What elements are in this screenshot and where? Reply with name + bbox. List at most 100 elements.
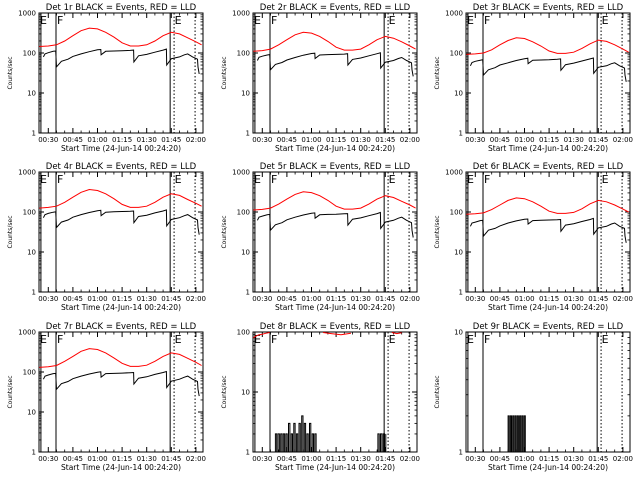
y-tick-label: 1000: [18, 329, 36, 337]
series-group: [507, 415, 526, 452]
chart-panel-3: Det 3r BLACK = Events, RED = LLD 1 10 100 10…: [434, 3, 633, 153]
x-tick-label: 01:15: [539, 455, 559, 463]
x-tick-label: 01:15: [112, 136, 132, 144]
x-tick-label: 00:45: [63, 295, 83, 303]
x-axis-label: Start Time (24-Jun-14 00:24:20): [488, 463, 608, 472]
y-tick-label: 1000: [18, 10, 36, 18]
series-group: [466, 197, 629, 243]
lld-series-line-1: [39, 188, 202, 209]
flag-start: E: [40, 14, 47, 27]
plot-frame: [465, 171, 631, 293]
x-tick-label: 01:00: [87, 136, 107, 144]
flag-start: E: [40, 173, 47, 186]
y-tick-label: 1: [32, 449, 36, 457]
x-tick-label: 00:30: [252, 295, 272, 303]
chart-panel-6: Det 6r BLACK = Events, RED = LLD 1 10 100 10…: [434, 162, 633, 312]
series-group: [466, 37, 629, 82]
flag-start: E: [254, 173, 261, 186]
x-tick-label: 00:30: [38, 295, 58, 303]
panel-title: Det 4r BLACK = Events, RED = LLD: [46, 162, 197, 172]
panel-title: Det 1r BLACK = Events, RED = LLD: [46, 3, 197, 13]
series-group: [253, 191, 416, 238]
y-axis-label: Counts/sec: [434, 215, 441, 248]
y-tick-label: 1: [32, 130, 36, 138]
x-axis-label: Start Time (24-Jun-14 00:24:20): [275, 144, 395, 153]
lld-series-line-1: [466, 197, 629, 215]
flag-end: E: [389, 333, 396, 346]
y-tick-label: 1: [246, 130, 250, 138]
x-tick-label: 01:15: [326, 136, 346, 144]
x-tick-label: 00:45: [63, 455, 83, 463]
y-tick-label: 1000: [232, 10, 250, 18]
y-tick-label: 10: [241, 90, 250, 98]
y-tick-label: 10: [454, 329, 463, 337]
x-tick-label: 01:30: [351, 455, 371, 463]
flag-start: E: [467, 14, 474, 27]
y-tick-label: 100: [237, 50, 250, 58]
flag-end: E: [175, 14, 182, 27]
y-tick-label: 1: [459, 130, 463, 138]
flag-fast: F: [271, 173, 277, 186]
y-tick-label: 10: [241, 249, 250, 257]
x-axis-label: Start Time (24-Jun-14 00:24:20): [275, 463, 395, 472]
y-tick-label: 100: [450, 50, 463, 58]
y-axis-label: Counts/sec: [7, 215, 14, 248]
x-axis-label: Start Time (24-Jun-14 00:24:20): [61, 463, 181, 472]
flag-start: E: [254, 333, 261, 346]
x-tick-label: 01:15: [326, 295, 346, 303]
y-tick-label: 1: [459, 289, 463, 297]
x-tick-label: 00:45: [277, 136, 297, 144]
y-tick-label: 1000: [18, 169, 36, 177]
x-tick-label: 01:30: [564, 295, 584, 303]
x-tick-label: 00:45: [490, 136, 510, 144]
series-group: [39, 348, 202, 397]
y-axis-label: Counts/sec: [434, 56, 441, 89]
x-tick-label: 00:30: [38, 455, 58, 463]
chart-panel-8: Det 8r BLACK = Events, RED = LLD 1 10 100 00…: [221, 322, 420, 472]
series-group: [253, 31, 416, 77]
x-tick-label: 01:00: [301, 455, 321, 463]
flag-end: E: [602, 333, 609, 346]
lld-series-line-1: [39, 27, 202, 47]
x-axis-label: Start Time (24-Jun-14 00:24:20): [488, 303, 608, 312]
x-tick-label: 01:30: [137, 455, 157, 463]
y-axis-label: Counts/sec: [7, 56, 14, 89]
y-tick-label: 100: [237, 329, 250, 337]
x-tick-label: 01:00: [301, 295, 321, 303]
lld-series-line-1: [466, 37, 629, 55]
x-tick-label: 00:30: [252, 455, 272, 463]
y-axis-label: Counts/sec: [7, 375, 14, 408]
y-axis-label: Counts/sec: [221, 215, 228, 248]
x-tick-label: 01:00: [301, 136, 321, 144]
y-tick-label: 10: [454, 249, 463, 257]
x-tick-label: 00:45: [277, 295, 297, 303]
x-axis-label: Start Time (24-Jun-14 00:24:20): [61, 303, 181, 312]
x-tick-label: 01:30: [137, 136, 157, 144]
x-tick-label: 01:45: [588, 136, 608, 144]
x-tick-label: 00:45: [63, 136, 83, 144]
flag-fast: F: [57, 173, 63, 186]
x-tick-label: 01:30: [564, 455, 584, 463]
x-tick-label: 01:45: [161, 136, 181, 144]
x-tick-label: 01:00: [87, 295, 107, 303]
x-tick-label: 02:00: [186, 455, 206, 463]
panel-title: Det 6r BLACK = Events, RED = LLD: [473, 162, 624, 172]
chart-panel-5: Det 5r BLACK = Events, RED = LLD 1 10 100 10…: [221, 162, 420, 312]
panel-title: Det 3r BLACK = Events, RED = LLD: [473, 3, 624, 13]
events-series-line-5: [377, 433, 387, 452]
x-tick-label: 00:30: [38, 136, 58, 144]
x-tick-label: 01:30: [351, 136, 371, 144]
y-tick-label: 100: [237, 209, 250, 217]
flag-start: E: [40, 333, 47, 346]
plot-frame: [252, 12, 418, 134]
y-axis-label: Counts/sec: [221, 375, 228, 408]
lld-series-line-1: [39, 348, 202, 368]
x-tick-label: 02:00: [186, 136, 206, 144]
x-tick-label: 02:00: [613, 295, 633, 303]
plot-frame: [465, 12, 631, 134]
y-tick-label: 100: [23, 209, 36, 217]
events-series-line-2: [256, 211, 414, 238]
chart-panel-7: Det 7r BLACK = Events, RED = LLD 1 10 100 10…: [7, 322, 206, 472]
flag-fast: F: [57, 14, 63, 27]
